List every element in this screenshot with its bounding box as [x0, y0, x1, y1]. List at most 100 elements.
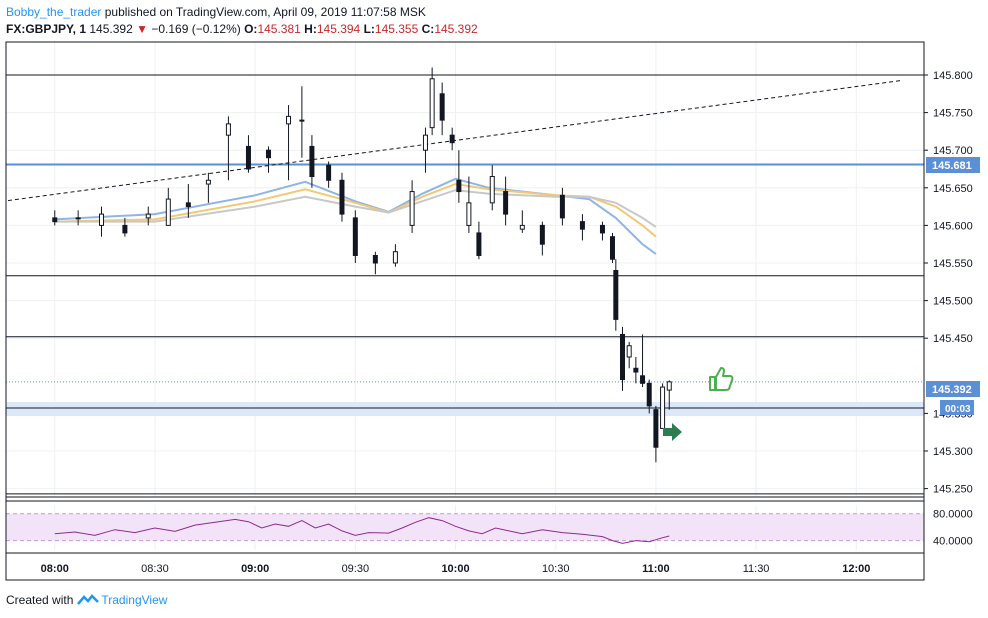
- candle-body: [326, 164, 332, 181]
- price-tick-label: 145.800: [933, 70, 973, 82]
- candle-body: [539, 224, 545, 245]
- price-tick-label: 145.650: [933, 183, 973, 195]
- candle-body: [579, 221, 585, 230]
- candle-body: [503, 191, 509, 215]
- candle-body: [466, 202, 472, 226]
- candle-body: [613, 270, 619, 320]
- candle-body: [559, 194, 565, 219]
- rsi-tick-label: 80.0000: [933, 509, 973, 521]
- candle-body: [122, 224, 128, 234]
- blue-level-label: 145.681: [932, 160, 972, 172]
- axis-frame: [5, 41, 925, 581]
- symbol-label[interactable]: FX:GBPJPY, 1: [6, 22, 87, 36]
- candle-body: [476, 232, 482, 256]
- candle-body: [286, 115, 292, 125]
- candle-body: [439, 93, 445, 121]
- candle-body: [429, 78, 435, 129]
- last-price: 145.392: [89, 22, 133, 36]
- price-tick-label: 145.750: [933, 108, 973, 120]
- candle-body: [392, 251, 398, 264]
- candle-body: [666, 381, 672, 391]
- candle-body: [640, 375, 646, 384]
- selection-band: [6, 402, 924, 416]
- candle-body: [165, 198, 171, 226]
- horizontal-levels[interactable]: [6, 74, 924, 495]
- time-axis[interactable]: 08:00 08:30 09:00 09:30 10:00 10:30 11:00 11:30…: [41, 563, 871, 575]
- countdown-label-box: [940, 400, 974, 415]
- candle-body: [422, 134, 428, 151]
- candle-body: [99, 213, 105, 226]
- down-triangle-icon: ▼: [136, 22, 148, 36]
- candle-body: [599, 224, 605, 234]
- chart-annotations: [663, 367, 734, 441]
- candle-body: [352, 217, 358, 256]
- price-tick-label: 145.600: [933, 220, 973, 232]
- candle-body: [145, 213, 151, 219]
- candle-body: [205, 179, 211, 185]
- candle-body: [265, 149, 271, 159]
- moving-averages: [54, 177, 657, 255]
- last-price-label: 145.392: [932, 384, 972, 396]
- open-value: 145.381: [257, 22, 301, 36]
- price-tick-label: 145.450: [933, 333, 973, 345]
- tradingview-link[interactable]: TradingView: [77, 593, 167, 607]
- low-value: 145.355: [374, 22, 419, 36]
- header-ohlc-row: FX:GBPJPY, 1 145.392 ▼ −0.169 (−0.12%) O…: [6, 21, 906, 38]
- time-tick-label: 09:30: [342, 563, 370, 575]
- candle-body: [245, 145, 251, 170]
- time-tick-label: 08:00: [41, 563, 69, 575]
- header-publish-row: Bobby_the_trader published on TradingVie…: [6, 4, 906, 21]
- tradingview-brand: TradingView: [101, 593, 168, 607]
- time-tick-label: 11:00: [642, 563, 670, 575]
- candle-body: [52, 217, 58, 223]
- candlestick-series: [52, 67, 672, 463]
- trend-line[interactable]: [7, 79, 904, 202]
- candle-body: [646, 382, 652, 407]
- candle-body: [626, 345, 632, 358]
- candle-body: [660, 386, 666, 429]
- chart-header: Bobby_the_trader published on TradingVie…: [6, 4, 906, 38]
- moving-average-line-2: [54, 189, 657, 228]
- candle-body: [620, 333, 626, 381]
- candle-body: [339, 179, 345, 215]
- close-label: C:: [421, 22, 435, 36]
- candle-body: [653, 409, 659, 448]
- time-tick-label: 09:00: [241, 563, 269, 575]
- created-with-text: Created with: [6, 593, 74, 607]
- candle-body: [225, 123, 231, 136]
- rsi-tick-label: 40.0000: [933, 536, 973, 548]
- thumbs-up-icon: [709, 367, 734, 391]
- price-tick-label: 145.500: [933, 296, 973, 308]
- high-value: 145.394: [316, 22, 361, 36]
- candle-body: [75, 217, 81, 220]
- tradingview-logo-icon: [77, 594, 100, 605]
- candle-body: [299, 119, 305, 122]
- open-label: O:: [244, 22, 258, 36]
- price-tick-label: 145.550: [933, 258, 973, 270]
- time-tick-label: 08:30: [141, 563, 169, 575]
- footer: Created with TradingView: [6, 593, 167, 607]
- moving-average-line-1: [54, 182, 657, 238]
- candle-body: [449, 134, 455, 144]
- moving-average-line-0: [54, 177, 657, 255]
- price-axis[interactable]: 145.800 145.750 145.700 145.650 145.600 145.5…: [924, 70, 973, 496]
- author-name[interactable]: Bobby_the_trader: [6, 5, 102, 19]
- time-tick-label: 10:00: [441, 563, 469, 575]
- candle-body: [185, 202, 191, 208]
- candle-body: [309, 145, 315, 178]
- candle-body: [519, 224, 525, 230]
- price-change: −0.169 (−0.12%): [151, 22, 241, 36]
- countdown-label: 00:03: [945, 404, 971, 415]
- low-label: L:: [363, 22, 375, 36]
- rsi-line: [54, 517, 670, 544]
- chart-grid: [6, 42, 924, 550]
- high-label: H:: [304, 22, 317, 36]
- price-labels: 145.681 145.392 00:03: [926, 157, 980, 415]
- last-price-label-box: [926, 381, 980, 397]
- rsi-axis: 80.0000 40.0000: [933, 509, 973, 548]
- blue-level-label-box: [926, 157, 980, 173]
- candle-body: [409, 191, 415, 226]
- price-tick-label: 145.300: [933, 446, 973, 458]
- candle-body: [633, 367, 639, 373]
